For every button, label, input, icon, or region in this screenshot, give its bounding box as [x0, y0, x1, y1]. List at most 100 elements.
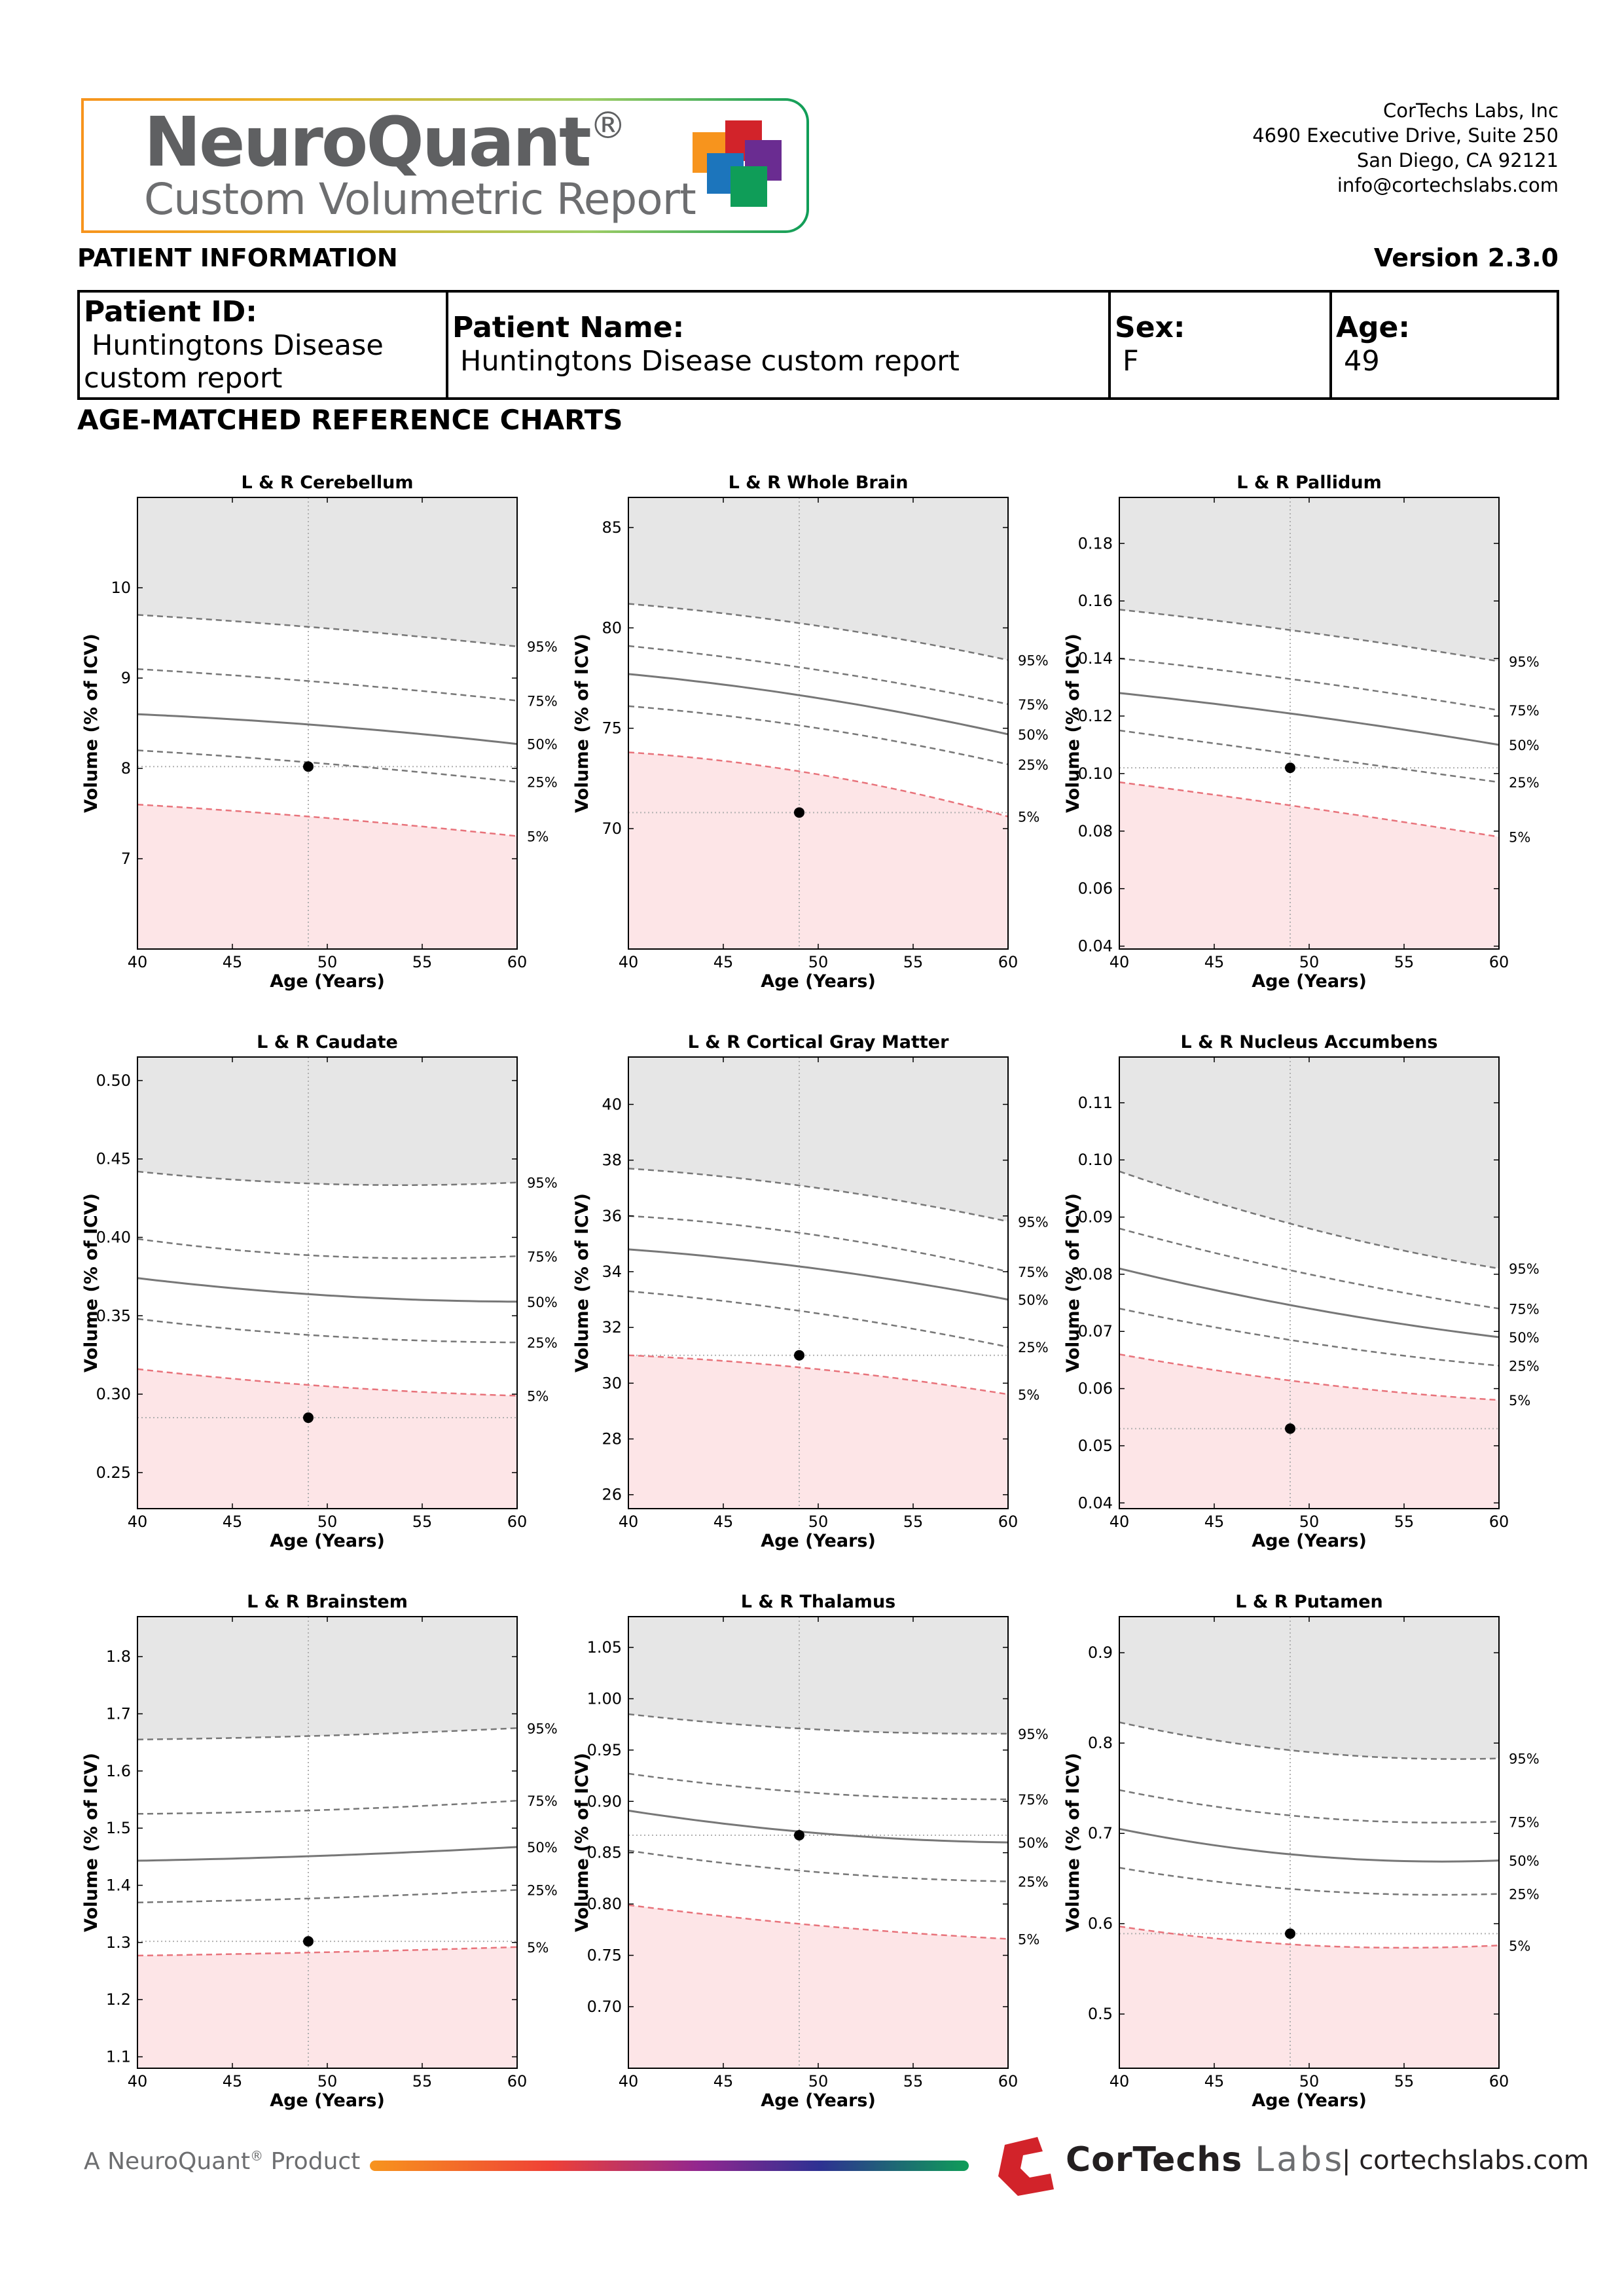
y-tick-label: 0.6	[1088, 1914, 1113, 1933]
x-tick-label: 40	[619, 953, 639, 971]
reference-chart: 95% 75% 50% 25% 5% 40 45 50 55 60 7 8 9 10 L & R Cereb…	[39, 458, 563, 1008]
upper-shade-region	[137, 1057, 517, 1185]
y-tick-label: 0.35	[96, 1306, 131, 1325]
y-tick-label: 10	[111, 579, 131, 597]
chart-title: L & R Putamen	[1235, 1592, 1383, 1612]
footer-gradient-bar	[370, 2161, 969, 2171]
percentile-line-5	[137, 1946, 518, 1957]
y-axis-label: Volume (% of ICV)	[572, 1753, 592, 1932]
y-axis-label: Volume (% of ICV)	[1063, 1193, 1083, 1372]
x-tick-label: 50	[1299, 1513, 1320, 1531]
company-address-line2: San Diego, CA 92121	[1356, 149, 1559, 171]
percentile-label: 5%	[1018, 1387, 1039, 1403]
x-tick-label: 45	[223, 953, 243, 971]
percentile-label: 5%	[527, 829, 549, 845]
percentile-line-95	[137, 1170, 518, 1186]
x-tick-label: 55	[412, 1513, 433, 1531]
y-axis-label: Volume (% of ICV)	[81, 1193, 101, 1372]
percentile-line-95	[137, 614, 518, 647]
y-tick-label: 32	[602, 1318, 622, 1336]
percentile-label: 75%	[1018, 697, 1049, 713]
chart-svg: 95% 75% 50% 25% 5% 40 45 50 55 60 26 28 30 32 34 36 38 40…	[572, 1032, 1049, 1551]
y-tick-label: 0.06	[1078, 880, 1113, 898]
y-axis-label: Volume (% of ICV)	[1063, 634, 1083, 813]
x-tick-label: 45	[1204, 2072, 1225, 2090]
x-tick-label: 55	[903, 1513, 924, 1531]
y-tick-label: 0.10	[1078, 1151, 1113, 1169]
y-tick-label: 1.2	[106, 1990, 131, 2009]
percentile-line-75	[628, 1215, 1009, 1273]
percentile-line-75	[628, 1772, 1009, 1801]
x-axis-label: Age (Years)	[270, 2090, 385, 2111]
percentile-label: 25%	[527, 1882, 558, 1898]
percentile-label: 5%	[527, 1389, 549, 1405]
percentile-label: 25%	[527, 775, 558, 791]
percentile-line-50	[137, 1846, 518, 1862]
lower-shade-region	[137, 804, 517, 949]
percentile-label: 5%	[1018, 1931, 1039, 1947]
upper-shade-region	[1119, 1617, 1499, 1759]
percentile-label: 75%	[527, 1793, 558, 1809]
logo-registered-mark: ®	[589, 105, 626, 148]
y-tick-label: 36	[602, 1207, 622, 1225]
patient-id-value-cont: custom report	[84, 362, 283, 395]
percentile-line-25	[628, 1290, 1009, 1348]
footer-product-tail: Product	[263, 2148, 361, 2175]
upper-shade-region	[137, 497, 517, 647]
patient-data-point	[303, 1412, 314, 1424]
percentile-label: 95%	[1509, 1751, 1540, 1767]
patient-name-value: Huntingtons Disease custom report	[460, 345, 960, 378]
x-tick-label: 60	[998, 2072, 1019, 2090]
y-tick-label: 1.8	[106, 1647, 131, 1666]
percentile-line-75	[1119, 1789, 1500, 1824]
chart-title: L & R Thalamus	[741, 1592, 896, 1612]
percentile-line-50	[628, 1248, 1009, 1301]
x-tick-label: 50	[808, 2072, 829, 2090]
percentile-label: 50%	[1018, 1293, 1049, 1308]
chart-svg: 95% 75% 50% 25% 5% 40 45 50 55 60 70 75 80 85 L & R Wh…	[572, 473, 1049, 992]
percentile-line-50	[628, 1809, 1009, 1844]
y-tick-label: 1.00	[587, 1689, 622, 1708]
x-tick-label: 40	[128, 2072, 148, 2090]
percentile-label: 95%	[1018, 653, 1049, 668]
x-tick-label: 45	[1204, 953, 1225, 971]
y-tick-label: 0.45	[96, 1150, 131, 1168]
y-tick-label: 0.04	[1078, 1494, 1113, 1512]
x-tick-label: 45	[713, 1513, 734, 1531]
reference-chart: 95% 75% 50% 25% 5% 40 45 50 55 60 0.70 0.75 0.80 0.85…	[530, 1577, 1054, 2127]
y-tick-label: 1.5	[106, 1819, 131, 1837]
lower-shade-region	[628, 752, 1008, 949]
chart-title: L & R Caudate	[257, 1032, 398, 1052]
x-tick-label: 40	[128, 953, 148, 971]
x-axis-label: Age (Years)	[1252, 1531, 1367, 1551]
y-tick-label: 1.1	[106, 2048, 131, 2066]
y-axis-label: Volume (% of ICV)	[81, 1753, 101, 1932]
patient-data-point	[794, 807, 804, 818]
y-tick-label: 9	[121, 669, 131, 687]
percentile-label: 50%	[527, 1840, 558, 1856]
x-axis-label: Age (Years)	[1252, 2090, 1367, 2111]
y-tick-label: 0.10	[1078, 764, 1113, 783]
percentile-label: 50%	[1018, 727, 1049, 743]
y-tick-label: 80	[602, 619, 622, 637]
lower-shade-region	[1119, 1926, 1499, 2068]
patient-data-point	[794, 1830, 804, 1841]
percentile-line-95	[137, 1727, 518, 1741]
x-tick-label: 40	[619, 1513, 639, 1531]
percentile-line-5	[1119, 781, 1500, 838]
percentile-line-5	[137, 1368, 518, 1397]
percentile-line-95	[1119, 609, 1500, 662]
y-tick-label: 30	[602, 1374, 622, 1392]
version-label: Version 2.3.0	[1373, 243, 1559, 272]
percentile-line-75	[137, 668, 518, 702]
patient-sex-cell: Sex: F	[1108, 290, 1332, 400]
y-tick-label: 40	[602, 1095, 622, 1113]
y-tick-label: 0.14	[1078, 649, 1113, 668]
percentile-label: 95%	[1018, 1214, 1049, 1230]
y-tick-label: 0.08	[1078, 1265, 1113, 1283]
x-tick-label: 40	[1110, 2072, 1130, 2090]
patient-data-point	[794, 1350, 804, 1361]
percentile-label: 95%	[1018, 1727, 1049, 1742]
x-tick-label: 45	[713, 953, 734, 971]
footer-brand-cortechs: CorTechs	[1066, 2140, 1255, 2179]
